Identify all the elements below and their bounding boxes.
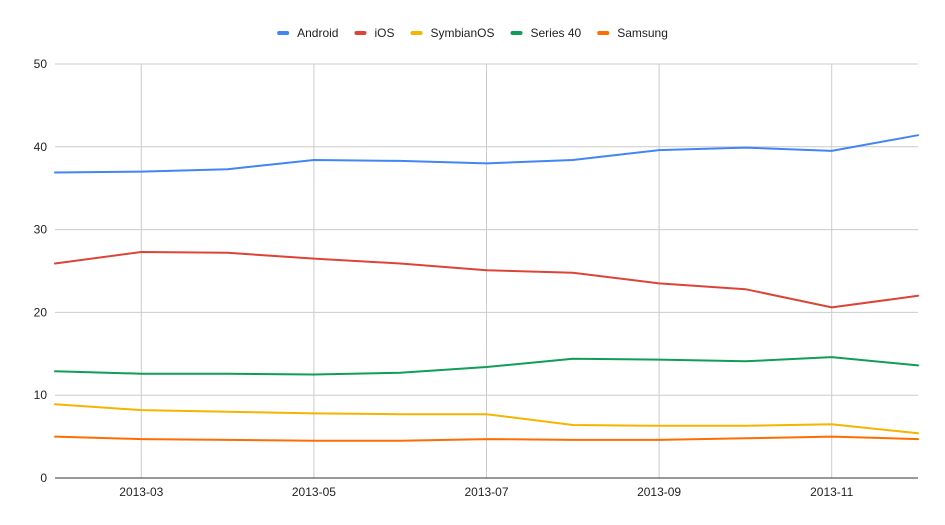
legend-label: Android xyxy=(297,26,338,40)
legend-swatch xyxy=(410,31,423,35)
legend-label: SymbianOS xyxy=(430,26,494,40)
series-lines xyxy=(54,134,919,442)
legend-item-symbianos[interactable]: SymbianOS xyxy=(410,26,495,40)
x-tick-label: 2013-05 xyxy=(292,485,336,499)
x-axis-ticks: 2013-03 2013-05 2013-07 2013-09 2013-11 xyxy=(119,485,853,499)
legend-swatch xyxy=(597,31,610,35)
series-line-ios xyxy=(54,251,919,309)
x-tick-label: 2013-07 xyxy=(464,485,508,499)
x-tick-label: 2013-11 xyxy=(810,485,853,499)
series-line-android xyxy=(54,134,919,174)
series-line-samsung xyxy=(54,435,919,442)
y-tick-label: 40 xyxy=(34,140,48,154)
legend-label: Samsung xyxy=(617,26,668,40)
legend: Android iOS SymbianOS Series 40 Samsung xyxy=(277,26,668,40)
y-tick-label: 20 xyxy=(34,305,48,319)
y-tick-label: 30 xyxy=(34,223,48,237)
x-tick-label: 2013-03 xyxy=(119,485,163,499)
legend-swatch xyxy=(354,31,367,35)
series-line-symbianos xyxy=(54,403,919,435)
y-tick-label: 50 xyxy=(34,57,48,71)
legend-swatch xyxy=(510,31,523,35)
legend-item-android[interactable]: Android xyxy=(277,26,338,40)
legend-label: Series 40 xyxy=(531,26,582,40)
y-tick-label: 0 xyxy=(40,471,47,485)
legend-label: iOS xyxy=(374,26,394,40)
x-tick-label: 2013-09 xyxy=(637,485,681,499)
y-axis-ticks: 0 10 20 30 40 50 xyxy=(34,57,48,485)
gridlines xyxy=(55,63,918,478)
legend-item-samsung[interactable]: Samsung xyxy=(597,26,668,40)
legend-swatch xyxy=(277,31,290,35)
series-line-series-40 xyxy=(54,356,919,376)
y-tick-label: 10 xyxy=(34,388,48,402)
legend-item-ios[interactable]: iOS xyxy=(354,26,394,40)
legend-item-series-40[interactable]: Series 40 xyxy=(510,26,582,40)
